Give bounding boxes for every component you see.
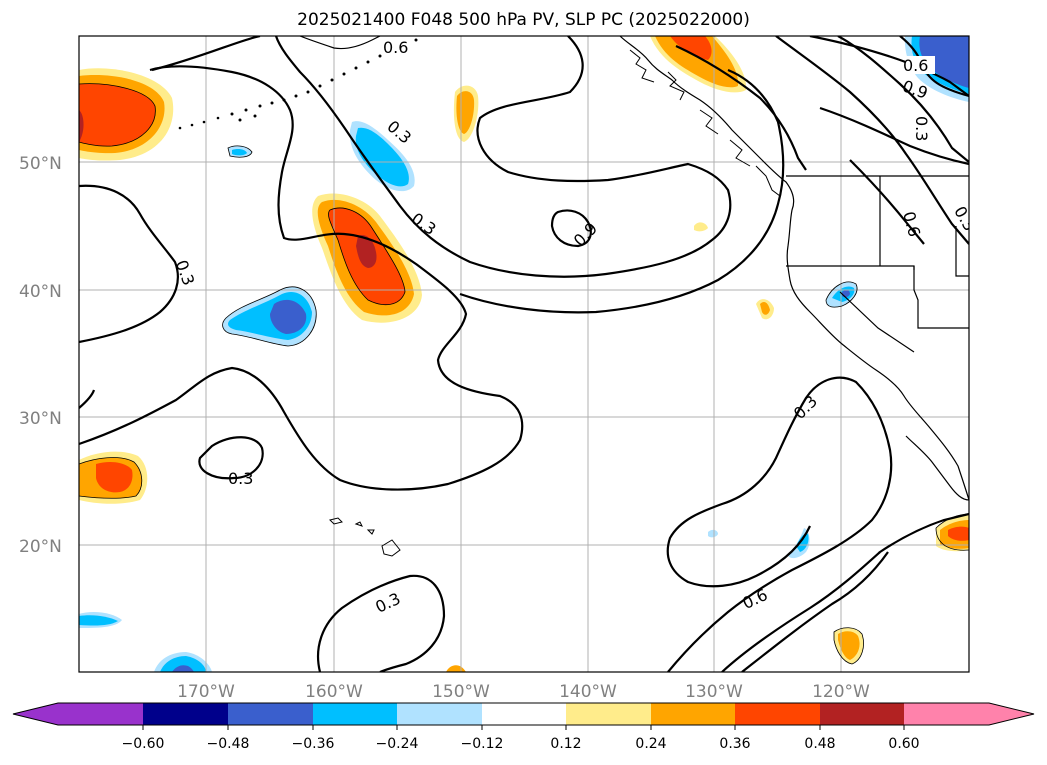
colorbar-tick: 0.24 bbox=[635, 736, 666, 752]
colorbar-bin bbox=[482, 703, 566, 725]
map-frame bbox=[78, 35, 970, 673]
graticule bbox=[79, 36, 969, 672]
colorbar-tick: 0.60 bbox=[888, 736, 919, 752]
colorbar-extend-low bbox=[13, 703, 58, 725]
map-title: 2025021400 F048 500 hPa PV, SLP PC (2025… bbox=[297, 10, 750, 30]
colorbar-bin bbox=[735, 703, 820, 725]
colorbar-bin bbox=[228, 703, 313, 725]
contour-label: 0.3 bbox=[228, 469, 253, 488]
lon-label-150w: 150°W bbox=[432, 682, 490, 702]
lat-label-40n: 40°N bbox=[19, 282, 62, 302]
lon-label-120w: 120°W bbox=[812, 682, 870, 702]
colorbar-tick: 0.36 bbox=[719, 736, 750, 752]
colorbar-tick: 0.48 bbox=[804, 736, 835, 752]
hawaii-islands bbox=[329, 517, 401, 557]
lon-label-140w: 140°W bbox=[559, 682, 617, 702]
coastlines bbox=[619, 36, 969, 501]
colorbar-tick: −0.48 bbox=[207, 736, 250, 752]
colorbar-bin bbox=[566, 703, 651, 725]
lat-labels: 50°N 40°N 30°N 20°N bbox=[19, 154, 62, 557]
colorbar-tick: −0.60 bbox=[122, 736, 165, 752]
contour-label: 0.6 bbox=[383, 38, 408, 57]
lon-label-170w: 170°W bbox=[177, 682, 235, 702]
colorbar-bin bbox=[397, 703, 482, 725]
colorbar-tick: 0.12 bbox=[550, 736, 581, 752]
colorbar-tick: −0.24 bbox=[376, 736, 419, 752]
lat-label-20n: 20°N bbox=[19, 537, 62, 557]
colorbar-bin bbox=[820, 703, 904, 725]
colorbar-extend-high bbox=[989, 703, 1034, 725]
lat-label-50n: 50°N bbox=[19, 154, 62, 174]
lon-label-130w: 130°W bbox=[685, 682, 743, 702]
colorbar: −0.60 −0.48 −0.36 −0.24 −0.12 0.12 0.24 … bbox=[12, 702, 1035, 752]
colorbar-tick: −0.36 bbox=[292, 736, 335, 752]
lon-label-160w: 160°W bbox=[305, 682, 363, 702]
colorbar-bin bbox=[313, 703, 397, 725]
colorbar-tick: −0.12 bbox=[461, 736, 504, 752]
colorbar-bin bbox=[651, 703, 735, 725]
pv-shading bbox=[79, 36, 969, 672]
colorbar-bin bbox=[58, 703, 143, 725]
colorbar-bin bbox=[143, 703, 228, 725]
colorbar-bin bbox=[904, 703, 989, 725]
slp-contours bbox=[79, 36, 969, 672]
contour-label: 0.6 bbox=[903, 56, 928, 75]
map-area bbox=[79, 36, 969, 672]
lat-label-30n: 30°N bbox=[19, 409, 62, 429]
lon-labels: 170°W 160°W 150°W 140°W 130°W 120°W bbox=[177, 682, 870, 702]
contour-label: 0.3 bbox=[912, 116, 931, 141]
bc-islands bbox=[629, 49, 781, 197]
